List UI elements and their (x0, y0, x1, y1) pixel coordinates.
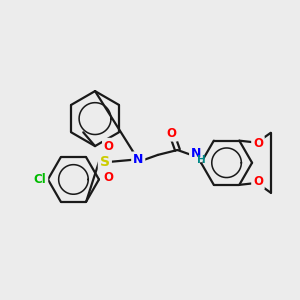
Text: N: N (133, 153, 143, 166)
Text: Cl: Cl (34, 173, 46, 186)
Text: O: O (104, 171, 114, 184)
Text: O: O (253, 176, 263, 188)
Text: H: H (197, 155, 206, 165)
Text: N: N (191, 147, 201, 161)
Text: O: O (253, 137, 263, 150)
Text: O: O (104, 140, 114, 153)
Text: O: O (167, 127, 177, 140)
Text: S: S (100, 155, 110, 169)
